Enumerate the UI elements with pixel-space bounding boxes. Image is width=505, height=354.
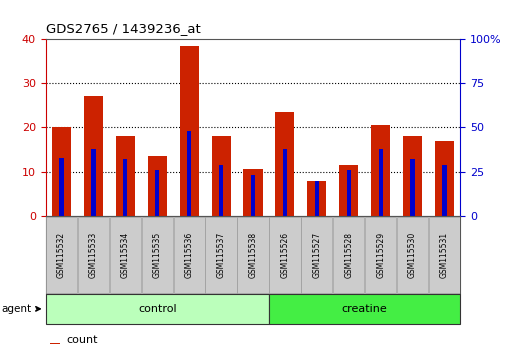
Text: GSM115536: GSM115536: [184, 232, 193, 278]
Text: GSM115526: GSM115526: [280, 232, 289, 278]
FancyBboxPatch shape: [332, 217, 364, 293]
Bar: [410, 159, 414, 216]
FancyBboxPatch shape: [110, 217, 141, 293]
Text: GSM115535: GSM115535: [153, 232, 162, 278]
Bar: [441, 165, 446, 216]
Text: GSM115531: GSM115531: [439, 232, 448, 278]
Bar: [307, 181, 326, 216]
FancyBboxPatch shape: [428, 217, 459, 293]
Bar: [370, 125, 389, 216]
Bar: [314, 181, 318, 216]
Text: GSM115528: GSM115528: [343, 232, 352, 278]
Bar: [282, 149, 286, 216]
Bar: [338, 165, 358, 216]
Bar: [147, 156, 167, 216]
Bar: [275, 112, 294, 216]
FancyBboxPatch shape: [364, 217, 395, 293]
FancyBboxPatch shape: [237, 217, 268, 293]
Bar: [59, 158, 64, 216]
Bar: [378, 149, 382, 216]
Text: GSM115527: GSM115527: [312, 232, 321, 278]
Bar: [49, 343, 60, 344]
Text: GSM115532: GSM115532: [57, 232, 66, 278]
Bar: [179, 46, 198, 216]
Text: GSM115533: GSM115533: [89, 232, 98, 278]
Bar: [211, 136, 230, 216]
Text: GSM115537: GSM115537: [216, 232, 225, 278]
FancyBboxPatch shape: [78, 217, 109, 293]
Bar: [402, 136, 421, 216]
Bar: [155, 170, 159, 216]
Bar: [187, 131, 191, 216]
Bar: [116, 136, 135, 216]
Bar: [346, 170, 350, 216]
Bar: [219, 165, 223, 216]
Text: GSM115530: GSM115530: [407, 232, 416, 278]
FancyBboxPatch shape: [269, 217, 300, 293]
Text: GSM115529: GSM115529: [375, 232, 384, 278]
FancyBboxPatch shape: [269, 294, 460, 324]
Bar: [52, 127, 71, 216]
Text: GSM115534: GSM115534: [121, 232, 130, 278]
Text: creatine: creatine: [341, 304, 387, 314]
Text: GSM115538: GSM115538: [248, 232, 257, 278]
Bar: [243, 170, 262, 216]
Text: GDS2765 / 1439236_at: GDS2765 / 1439236_at: [45, 22, 200, 35]
Bar: [434, 141, 453, 216]
FancyBboxPatch shape: [396, 217, 427, 293]
Text: agent: agent: [1, 304, 40, 314]
FancyBboxPatch shape: [46, 217, 77, 293]
FancyBboxPatch shape: [205, 217, 236, 293]
Bar: [91, 149, 95, 216]
Bar: [250, 175, 255, 216]
Text: count: count: [66, 336, 97, 346]
Bar: [123, 159, 127, 216]
FancyBboxPatch shape: [45, 294, 269, 324]
FancyBboxPatch shape: [300, 217, 332, 293]
FancyBboxPatch shape: [173, 217, 205, 293]
Text: control: control: [138, 304, 176, 314]
Bar: [84, 97, 103, 216]
FancyBboxPatch shape: [141, 217, 173, 293]
